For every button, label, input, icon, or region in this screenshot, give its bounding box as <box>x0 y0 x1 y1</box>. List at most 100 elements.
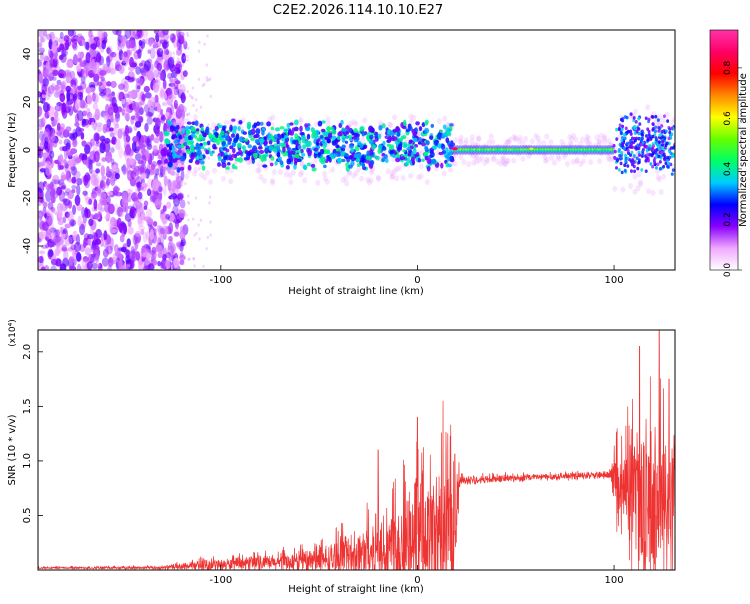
heatmap-cell <box>402 141 408 149</box>
heatmap-cell <box>182 262 185 266</box>
heatmap-cell <box>167 72 172 79</box>
heatmap-cell <box>140 172 147 180</box>
heatmap-cell <box>57 210 63 218</box>
heatmap-cell <box>127 90 134 99</box>
heatmap-cell <box>171 134 176 140</box>
heatmap-cell <box>121 98 126 105</box>
y-tick-label: 1.0 <box>22 453 33 469</box>
heatmap-cell <box>569 135 575 142</box>
heatmap-cell <box>585 140 591 147</box>
heatmap-cell <box>646 188 652 195</box>
heatmap-cell <box>48 213 54 224</box>
heatmap-cell <box>523 135 529 142</box>
heatmap-cell <box>319 148 325 155</box>
heatmap-cell <box>244 138 249 142</box>
heatmap-cell <box>193 264 196 268</box>
heatmap-cell <box>418 136 422 142</box>
heatmap-cell <box>180 105 187 114</box>
heatmap-cell <box>270 114 276 121</box>
heatmap-cell <box>619 161 623 166</box>
heatmap-cell <box>368 177 374 184</box>
heatmap-cell <box>117 206 123 217</box>
heatmap-cell <box>73 170 81 179</box>
heatmap-cell <box>70 244 77 251</box>
heatmap-cell <box>362 117 368 124</box>
heatmap-cell <box>60 185 66 190</box>
heatmap-cell <box>90 121 96 129</box>
heatmap-cell <box>402 119 407 127</box>
heatmap-cell <box>378 124 383 131</box>
heatmap-cell <box>640 132 644 136</box>
heatmap-cell <box>104 215 110 220</box>
heatmap-cell <box>76 184 81 196</box>
heatmap-cell <box>58 189 65 202</box>
heatmap-cell <box>167 121 173 126</box>
heatmap-cell <box>258 149 265 154</box>
heatmap-cell <box>658 126 662 131</box>
heatmap-cell <box>197 77 201 81</box>
heatmap-cell <box>187 46 190 50</box>
heatmap-cell <box>647 117 651 122</box>
heatmap-cell <box>155 168 160 176</box>
heatmap-cell <box>485 158 491 165</box>
heatmap-cell <box>201 165 206 171</box>
heatmap-cell <box>186 148 191 154</box>
heatmap-cell <box>118 146 123 159</box>
heatmap-cell <box>209 233 212 237</box>
heatmap-cell <box>96 81 103 86</box>
heatmap-cell <box>156 103 162 113</box>
heatmap-cell <box>417 158 422 163</box>
heatmap-cell <box>461 159 467 166</box>
heatmap-cell <box>175 176 181 183</box>
heatmap-cell <box>645 153 649 157</box>
heatmap-cell <box>47 90 53 98</box>
spectrogram-heatmap <box>38 30 675 270</box>
heatmap-cell <box>331 135 337 139</box>
heatmap-cell <box>651 134 655 139</box>
heatmap-cell <box>415 121 420 126</box>
heatmap-cell <box>542 154 548 161</box>
heatmap-cell <box>181 63 184 68</box>
heatmap-cell <box>113 124 118 136</box>
heatmap-cell <box>625 115 629 120</box>
heatmap-cell <box>110 158 115 166</box>
heatmap-cell <box>287 152 292 159</box>
heatmap-cell <box>429 135 434 140</box>
heatmap-cell <box>479 155 485 162</box>
heatmap-cell <box>623 163 627 168</box>
heatmap-cell <box>82 159 89 165</box>
x-tick-label: -100 <box>209 275 232 286</box>
heatmap-cell <box>179 259 185 265</box>
heatmap-cell <box>344 140 349 144</box>
heatmap-cell <box>100 165 106 177</box>
heatmap-cell <box>203 42 206 46</box>
heatmap-cell <box>617 127 621 132</box>
heatmap-cell <box>149 47 156 60</box>
heatmap-cell <box>41 93 46 99</box>
heatmap-cell <box>225 166 231 170</box>
heatmap-cell <box>87 159 93 170</box>
heatmap-cell <box>59 164 64 170</box>
heatmap-cell <box>439 129 444 134</box>
y-tick-label: -40 <box>22 238 33 254</box>
heatmap-cell <box>660 129 664 134</box>
heatmap-cell <box>181 52 186 64</box>
heatmap-cell <box>670 172 674 176</box>
heatmap-cell <box>297 150 302 154</box>
heatmap-cell <box>276 139 280 145</box>
heatmap-cell <box>133 112 141 123</box>
heatmap-cell <box>83 174 89 186</box>
heatmap-cell <box>170 241 173 245</box>
heatmap-cell <box>137 191 143 200</box>
heatmap-cell <box>633 138 637 143</box>
heatmap-cell <box>555 153 561 160</box>
heatmap-cell <box>387 121 393 128</box>
heatmap-cell <box>243 157 249 161</box>
heatmap-cell <box>551 159 557 166</box>
heatmap-cell <box>184 126 190 132</box>
heatmap-cell <box>490 156 496 163</box>
heatmap-cell <box>176 48 183 56</box>
heatmap-cell <box>64 211 70 218</box>
heatmap-cell <box>124 30 132 39</box>
heatmap-cell <box>205 247 208 251</box>
